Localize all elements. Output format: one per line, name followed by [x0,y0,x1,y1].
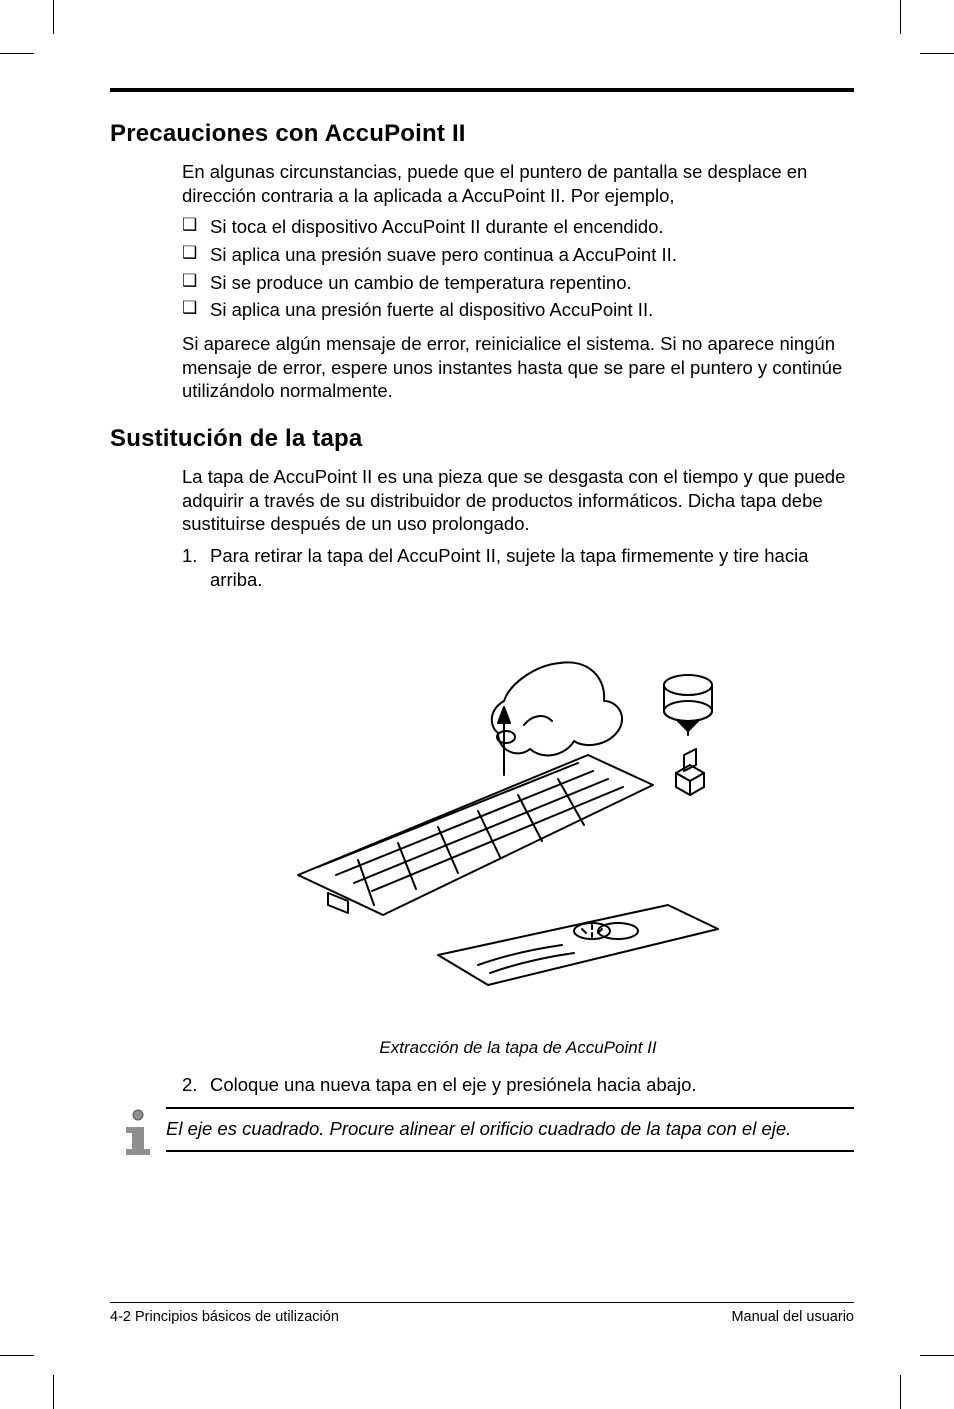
step-number: 1. [182,544,197,568]
figure [182,605,854,1031]
outro-1: Si aparece algún mensaje de error, reini… [182,332,854,403]
section-heading-2: Sustitución de la tapa [110,425,854,453]
intro-2: La tapa de AccuPoint II es una pieza que… [182,465,854,536]
bullet-item: Si se produce un cambio de temperatura r… [182,271,854,295]
footer-left: 4-2 Principios básicos de utilización [110,1309,339,1325]
note-row: El eje es cuadrado. Procure alinear el o… [110,1107,854,1159]
note-text: El eje es cuadrado. Procure alinear el o… [166,1107,854,1153]
section-heading-1: Precauciones con AccuPoint II [110,120,854,148]
step-text: Coloque una nueva tapa en el eje y presi… [210,1074,697,1095]
footer-rule [110,1302,854,1303]
figure-caption: Extracción de la tapa de AccuPoint II [182,1037,854,1059]
steps-list-2: 2. Coloque una nueva tapa en el eje y pr… [182,1073,854,1097]
info-icon [110,1107,166,1159]
steps-list: 1. Para retirar la tapa del AccuPoint II… [182,544,854,591]
bullet-list: Si toca el dispositivo AccuPoint II dura… [182,215,854,322]
accupoint-illustration [288,605,748,1025]
section-1-body: En algunas circunstancias, puede que el … [182,160,854,403]
step-number: 2. [182,1073,197,1097]
top-rule [110,88,854,92]
step-1: 1. Para retirar la tapa del AccuPoint II… [182,544,854,591]
bullet-item: Si toca el dispositivo AccuPoint II dura… [182,215,854,239]
footer-right: Manual del usuario [731,1309,854,1325]
step-2: 2. Coloque una nueva tapa en el eje y pr… [182,1073,854,1097]
page-content: Precauciones con AccuPoint II En algunas… [110,88,854,1159]
intro-1: En algunas circunstancias, puede que el … [182,160,854,207]
bullet-item: Si aplica una presión fuerte al disposit… [182,298,854,322]
section-2-body: La tapa de AccuPoint II es una pieza que… [182,465,854,1096]
step-text: Para retirar la tapa del AccuPoint II, s… [210,545,808,590]
page-footer: 4-2 Principios básicos de utilización Ma… [110,1302,854,1325]
bullet-item: Si aplica una presión suave pero continu… [182,243,854,267]
